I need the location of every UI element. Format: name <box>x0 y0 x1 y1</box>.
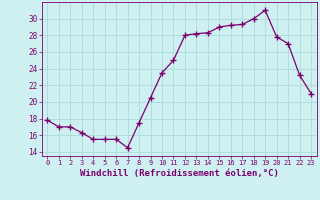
X-axis label: Windchill (Refroidissement éolien,°C): Windchill (Refroidissement éolien,°C) <box>80 169 279 178</box>
